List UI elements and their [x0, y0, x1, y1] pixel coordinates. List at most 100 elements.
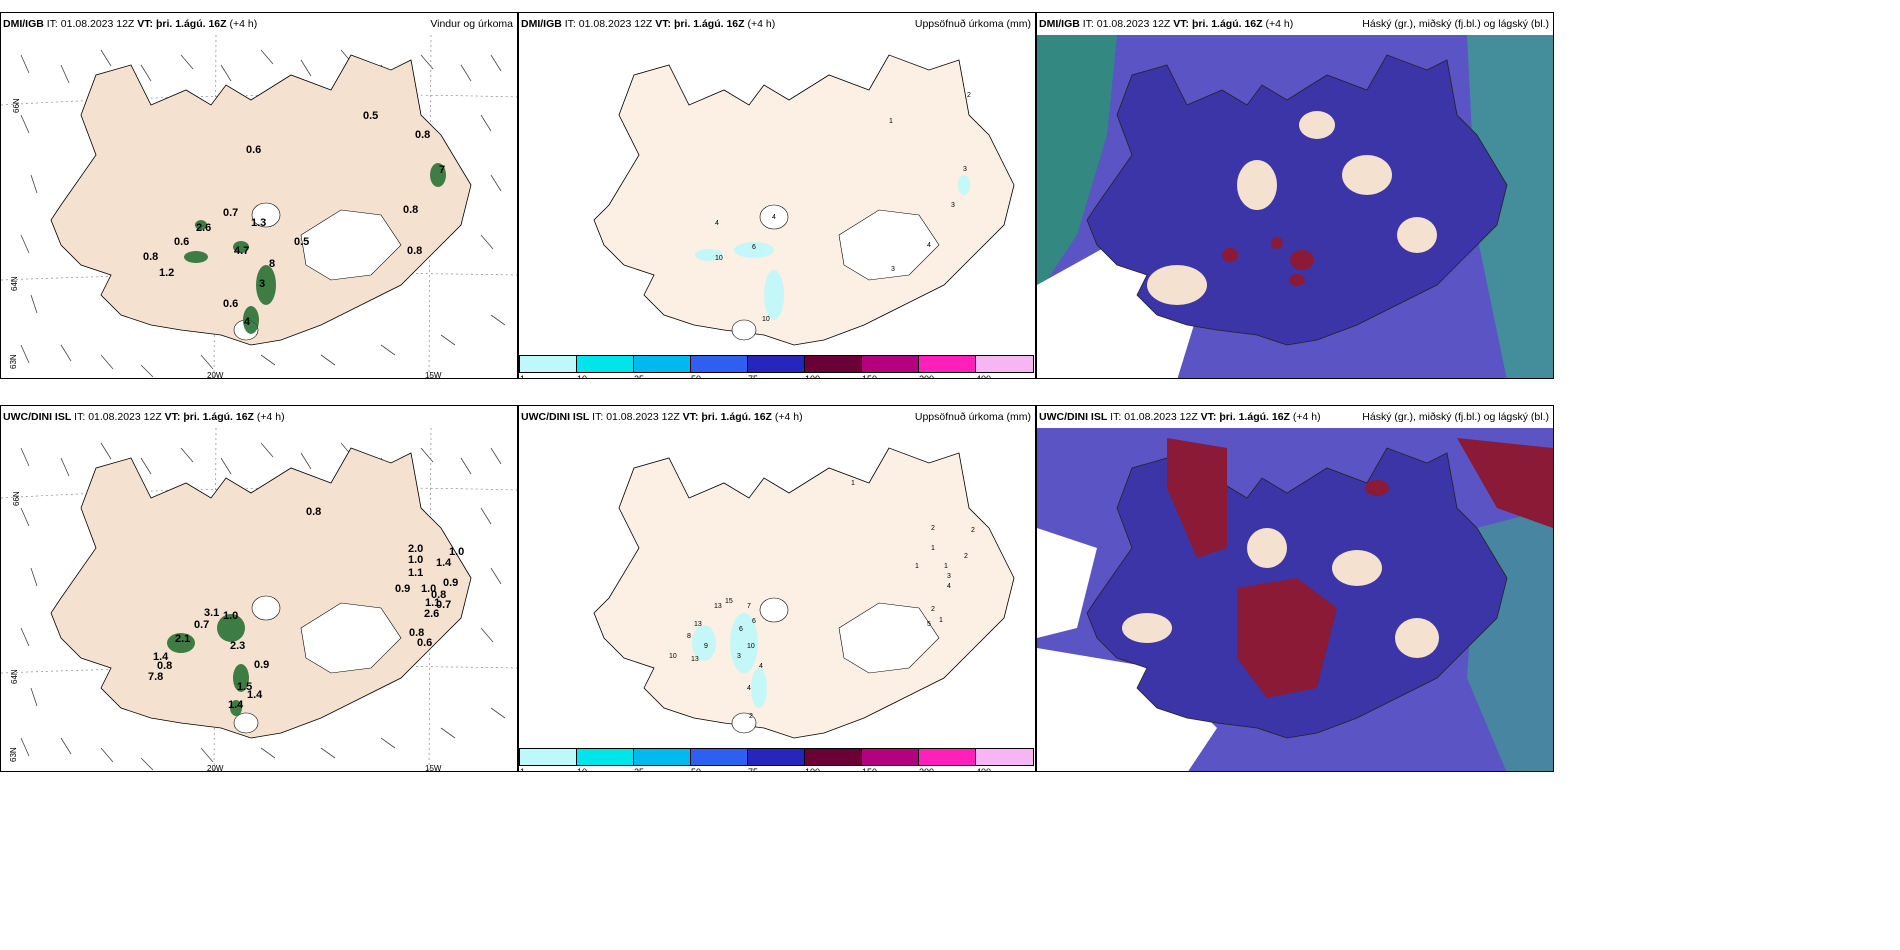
precip-label: 0.5	[294, 236, 309, 248]
precip-label: 0.7	[436, 599, 451, 611]
colorbar: 1 10 25 50 75 100 150 200 400	[519, 355, 1035, 379]
it-value: 01.08.2023 12Z	[1096, 18, 1171, 30]
accum-label: 1	[931, 545, 935, 552]
precip-label: 7	[439, 164, 445, 176]
accum-label: 2	[931, 525, 935, 532]
precip-label: 0.8	[306, 506, 321, 518]
colorbar-tick: 150	[862, 374, 878, 379]
colorbar: 1 10 25 50 75 100 150 200 400	[519, 748, 1035, 772]
precip-label: 3.1	[204, 607, 219, 619]
accum-label: 2	[967, 92, 971, 99]
it-label: IT:	[564, 18, 576, 30]
accum-label: 2	[931, 606, 935, 613]
precip-label: 0.8	[407, 245, 422, 257]
precip-label: 0.8	[431, 589, 446, 601]
lead-time: (+4 h)	[1265, 18, 1294, 30]
precip-label: 0.5	[363, 110, 378, 122]
it-value: 01.08.2023 12Z	[88, 411, 162, 423]
precip-label: 0.8	[403, 204, 418, 216]
panel-title: Uppsöfnuð úrkoma (mm)	[914, 18, 1031, 30]
panel-dmi-wind: DMI/IGB IT: 01.08.2023 12Z VT: þri. 1.ág…	[0, 12, 518, 379]
precip-label: 1.3	[251, 217, 266, 229]
accum-label: 1	[851, 480, 855, 487]
colorbar-tick: 400	[976, 374, 992, 379]
accum-label: 9	[704, 643, 708, 650]
colorbar-segment	[805, 748, 862, 766]
colorbar-segment	[805, 355, 862, 373]
precip-label: 2.6	[196, 222, 211, 234]
colorbar-tick: 25	[634, 767, 645, 772]
precip-label: 0.7	[194, 619, 209, 631]
lon-label: 20W	[207, 764, 224, 772]
colorbar-segment	[519, 355, 577, 373]
accum-label: 10	[747, 643, 755, 650]
colorbar-segment	[691, 748, 748, 766]
colorbar-tick: 10	[577, 374, 588, 379]
model-name: UWC/DINI ISL	[1039, 411, 1108, 423]
accum-label: 3	[737, 653, 741, 660]
colorbar-segment	[519, 748, 577, 766]
vt-label: VT:	[137, 18, 154, 30]
panel-header: UWC/DINI ISL IT: 01.08.2023 12Z VT: þri.…	[1037, 406, 1553, 428]
precip-label: 4	[244, 316, 251, 328]
panel-title: Vindur og úrkoma	[430, 18, 513, 30]
panel-header: UWC/DINI ISL IT: 01.08.2023 12Z VT: þri.…	[519, 406, 1035, 428]
it-value: 01.08.2023 12Z	[606, 411, 680, 423]
colorbar-tick: 200	[919, 374, 935, 379]
colorbar-tick: 200	[919, 767, 935, 772]
colorbar-segment	[919, 355, 976, 373]
vt-value: þri. 1.ágú. 16Z	[673, 18, 745, 30]
lead-time: (+4 h)	[774, 411, 803, 423]
lon-label: 20W	[207, 371, 224, 379]
precip-label: 2.0	[408, 543, 423, 555]
precip-light	[695, 175, 970, 320]
accum-label: 10	[715, 255, 723, 262]
it-value: 01.08.2023 12Z	[1124, 411, 1198, 423]
colorbar-tick: 25	[634, 374, 645, 379]
accum-label: 2	[971, 527, 975, 534]
accum-label: 15	[725, 598, 733, 605]
accum-label: 7	[747, 603, 751, 610]
precip-label: 3	[259, 278, 265, 290]
vt-label: VT:	[682, 411, 699, 423]
precip-label: 0.9	[254, 659, 269, 671]
iceland-land	[593, 54, 1015, 346]
vt-label: VT:	[655, 18, 672, 30]
precip-label: 1.1	[425, 597, 440, 609]
precip-label: 4.7	[234, 245, 249, 257]
colorbar-tick: 1	[520, 374, 526, 379]
accum-label: 3	[951, 202, 955, 209]
wind-map: 0.5 0.6 0.8 7 0.7 0.8 2.6 1.3 0.6 0.5 0.…	[1, 35, 517, 379]
precip-label: 2.1	[175, 633, 190, 645]
accum-label: 10	[762, 316, 770, 323]
accum-label: 3	[947, 573, 951, 580]
vt-value: þri. 1.ágú. 16Z	[183, 411, 254, 423]
precip-label: 8	[269, 258, 275, 270]
colorbar-segment	[976, 748, 1034, 766]
model-name: UWC/DINI ISL	[3, 411, 72, 423]
colorbar-segment	[691, 355, 748, 373]
colorbar-tick: 150	[862, 767, 878, 772]
it-label: IT:	[74, 411, 86, 423]
accum-label: 6	[752, 618, 756, 625]
precip-label: 0.8	[143, 251, 158, 263]
colorbar-segment	[577, 748, 634, 766]
precip-label: 1.4	[153, 651, 169, 663]
precip-label: 1.4	[247, 689, 263, 701]
it-label: IT:	[1082, 18, 1094, 30]
accum-map: 1 2 2 1 2 1 3 1 4 2 1 5 13 15 7 8 13 6 6…	[593, 447, 1015, 739]
precip-label: 0.6	[246, 144, 261, 156]
colorbar-segment	[748, 748, 805, 766]
precip-label: 0.6	[417, 637, 432, 649]
vt-value: þri. 1.ágú. 16Z	[1219, 411, 1290, 423]
accum-label: 1	[939, 617, 943, 624]
panel-uwc-cloud: UWC/DINI ISL IT: 01.08.2023 12Z VT: þri.…	[1036, 405, 1554, 772]
precip-label: 0.8	[409, 627, 424, 639]
colorbar-segment	[862, 355, 919, 373]
colorbar-segment	[634, 748, 691, 766]
precip-label: 1.1	[408, 567, 423, 579]
lead-time: (+4 h)	[1292, 411, 1321, 423]
colorbar-segment	[634, 355, 691, 373]
panel-header: DMI/IGB IT: 01.08.2023 12Z VT: þri. 1.ág…	[1, 13, 517, 35]
panel-header: UWC/DINI ISL IT: 01.08.2023 12Z VT: þri.…	[1, 406, 517, 428]
